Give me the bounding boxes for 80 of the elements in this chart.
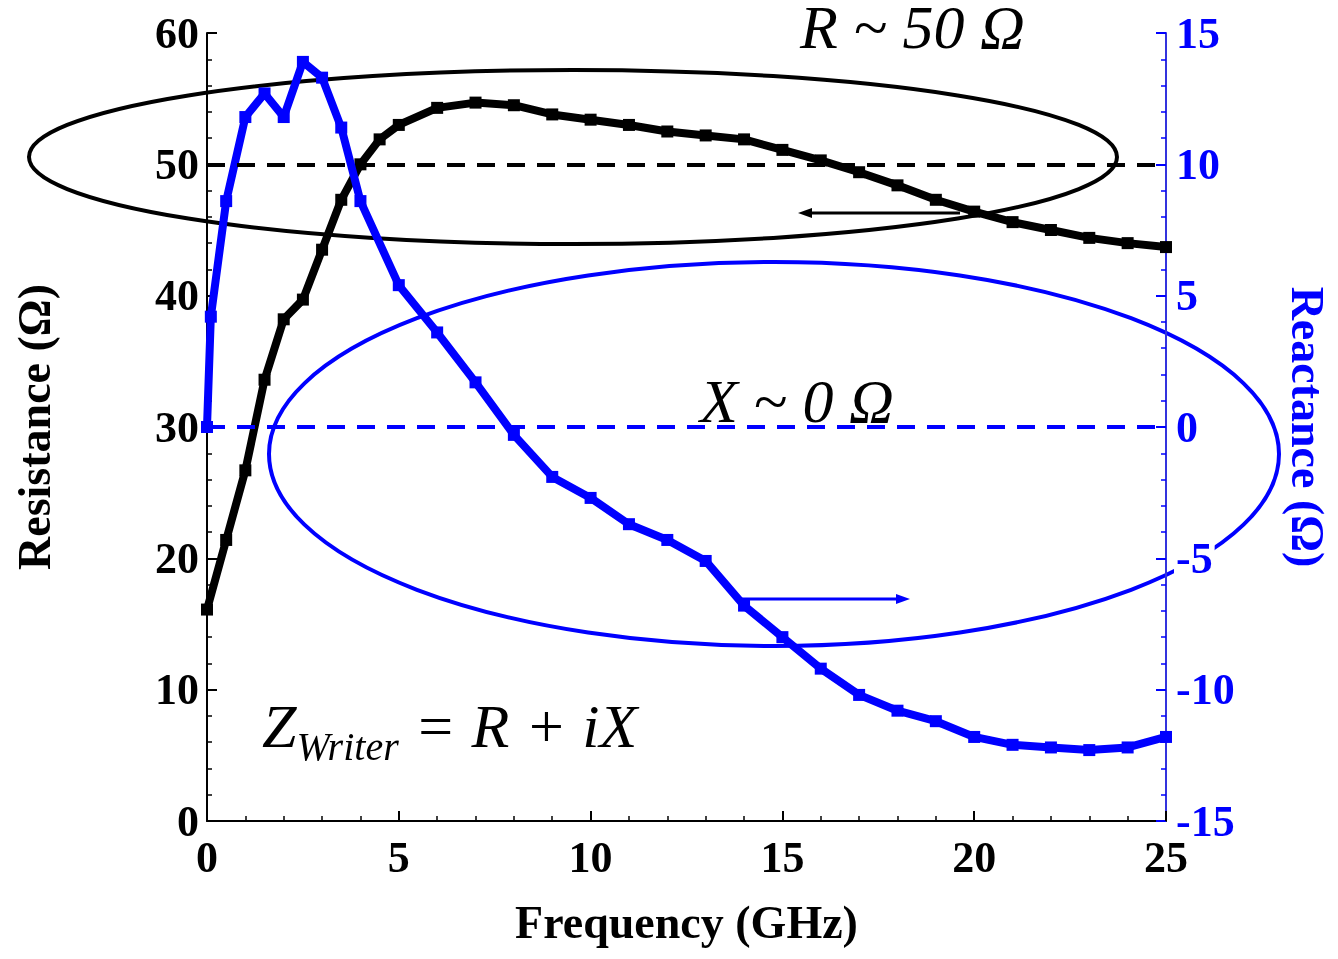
point [1083, 744, 1096, 757]
y-axis-title: Resistance (Ω) [8, 284, 60, 570]
point [968, 205, 981, 218]
y2-tick-label: 15 [1176, 8, 1220, 58]
point [1006, 738, 1019, 751]
point [661, 125, 674, 138]
point [354, 195, 367, 208]
y-tick-label: 30 [155, 402, 199, 452]
y-tick-label: 40 [155, 271, 199, 321]
x-tick-label: 10 [568, 832, 613, 882]
point [277, 313, 290, 326]
point [1160, 730, 1172, 743]
point [622, 118, 635, 131]
y2-tick-label: -5 [1176, 533, 1213, 583]
point [776, 631, 789, 644]
point [469, 376, 482, 389]
point [204, 310, 217, 323]
y-tick-label: 20 [155, 533, 199, 583]
point [239, 464, 252, 477]
x-tick-label: 20 [952, 832, 997, 882]
x-axis-title: Frequency (GHz) [515, 896, 858, 948]
annotation: R ~ 50 Ω [799, 0, 1025, 61]
point [929, 715, 942, 728]
y2-tick-label: 10 [1176, 139, 1220, 189]
point [853, 688, 866, 701]
point [853, 166, 866, 179]
point [316, 243, 329, 256]
point [622, 518, 635, 531]
point [239, 111, 252, 124]
point [335, 121, 348, 134]
point [373, 133, 386, 146]
y-tick-label: 10 [155, 665, 199, 715]
point [469, 96, 482, 109]
point [507, 99, 520, 112]
point [584, 113, 597, 126]
point [546, 470, 559, 483]
point [507, 428, 520, 441]
point [738, 599, 751, 612]
point [220, 195, 233, 208]
point [1121, 741, 1134, 754]
point [1121, 237, 1134, 250]
point [316, 71, 329, 84]
point [201, 603, 213, 616]
point [814, 662, 827, 675]
y-tick-label: 0 [177, 796, 199, 846]
point [431, 326, 444, 339]
point [220, 533, 233, 546]
point [392, 118, 405, 131]
y2-tick-label: 0 [1176, 402, 1198, 452]
x-tick-label: 5 [387, 832, 410, 882]
point [929, 193, 942, 206]
point [968, 730, 981, 743]
point [392, 279, 405, 292]
point [699, 129, 712, 142]
point [1083, 231, 1096, 244]
y-tick-label: 50 [155, 139, 199, 189]
point [891, 179, 904, 192]
point [335, 193, 348, 206]
point [546, 108, 559, 121]
y2-tick-label: -10 [1176, 665, 1235, 715]
annotation: X ~ 0 Ω [697, 367, 894, 435]
point [1006, 216, 1019, 229]
point [277, 111, 290, 124]
point [296, 55, 309, 68]
y2-axis-title: Reactance (Ω) [1281, 286, 1333, 568]
y2-tick-label: 5 [1176, 271, 1198, 321]
point [738, 133, 751, 146]
point [1044, 741, 1057, 754]
y-tick-label: 60 [155, 8, 199, 58]
x-tick-label: 15 [760, 832, 805, 882]
point [584, 491, 597, 504]
point [891, 704, 904, 717]
point [661, 533, 674, 546]
point [776, 143, 789, 156]
point [296, 293, 309, 306]
point [258, 373, 271, 386]
point [431, 101, 444, 114]
point [699, 554, 712, 567]
point [1044, 224, 1057, 236]
point [1160, 241, 1172, 254]
